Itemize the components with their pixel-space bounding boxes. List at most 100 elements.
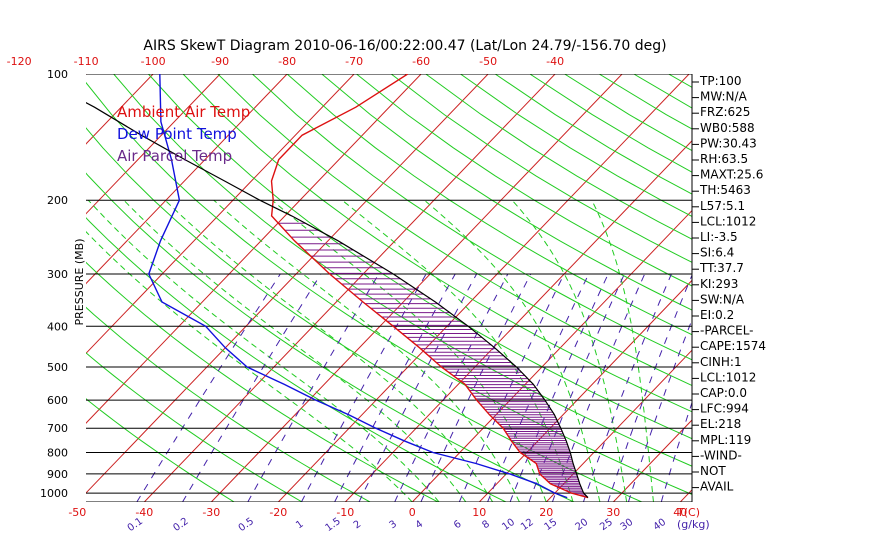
top-temp-tick-label: -90 xyxy=(211,55,229,68)
moist-adiabat-line xyxy=(87,199,440,502)
mixing-ratio-line xyxy=(607,273,692,502)
mixing-ratio-line xyxy=(582,273,672,502)
mixing-ratio-line xyxy=(420,273,532,502)
pressure-tick-label: 200 xyxy=(47,194,68,207)
index-value: -PARCEL- xyxy=(700,324,754,338)
pressure-tick-label: 400 xyxy=(47,320,68,333)
index-value: TP:100 xyxy=(699,74,742,88)
top-temp-tick-label: -80 xyxy=(278,55,296,68)
index-value: FRZ:625 xyxy=(700,105,750,119)
dry-adiabat-line xyxy=(86,217,507,502)
dry-adiabat-line xyxy=(113,74,692,467)
mixing-ratio-unit-label: (g/kg) xyxy=(677,518,710,531)
dry-adiabat-line xyxy=(807,74,870,502)
legend-entry: Air Parcel Temp xyxy=(117,147,232,165)
mixing-ratio-line xyxy=(300,273,427,502)
moist-adiabat-line xyxy=(164,199,494,502)
top-temp-tick-label: -50 xyxy=(479,55,497,68)
mixing-ratio-tick-label: 12 xyxy=(519,517,536,533)
mixing-ratio-tick-label: 15 xyxy=(543,517,560,533)
bottom-temp-tick-label: -10 xyxy=(336,506,354,519)
index-value: WB0:588 xyxy=(700,121,755,135)
dry-adiabat-line xyxy=(286,74,692,336)
top-temp-tick-label: -110 xyxy=(74,55,99,68)
mixing-ratio-line xyxy=(136,273,281,502)
dry-adiabat-line xyxy=(738,74,870,502)
mixing-ratio-tick-label: 40 xyxy=(651,517,668,533)
moist-adiabat-line xyxy=(86,230,413,502)
bottom-temp-tick-label: -50 xyxy=(68,506,86,519)
top-temp-tick-label: -70 xyxy=(345,55,363,68)
legend-entry: Ambient Air Temp xyxy=(117,103,250,121)
index-value: LI:-3.5 xyxy=(700,230,738,244)
pressure-tick-label: 700 xyxy=(47,422,68,435)
ambient-temp-line xyxy=(270,74,589,499)
dry-adiabat-line xyxy=(86,352,303,502)
isotherm-line xyxy=(411,209,692,502)
y-axis-label: PRESSURE (MB) xyxy=(73,239,86,326)
bottom-temp-tick-label: -30 xyxy=(202,506,220,519)
index-value: TT:37.7 xyxy=(699,261,744,275)
index-value: MW:N/A xyxy=(700,90,748,104)
mixing-ratio-line xyxy=(627,318,692,502)
mixing-ratio-tick-label: 3 xyxy=(388,519,400,532)
mixing-ratio-tick-label: 1 xyxy=(294,519,306,532)
index-value: LCL:1012 xyxy=(700,370,756,384)
index-value: NOT xyxy=(700,464,726,478)
dry-adiabat-line xyxy=(356,74,692,287)
index-value: -WIND- xyxy=(700,448,742,462)
index-value: RH:63.5 xyxy=(700,152,748,166)
dry-adiabat-line xyxy=(148,74,692,440)
dry-adiabat-line xyxy=(668,74,692,88)
top-temp-tick-label: -100 xyxy=(141,55,166,68)
mixing-ratio-tick-label: 6 xyxy=(452,519,464,532)
mixing-ratio-tick-label: 25 xyxy=(598,517,615,533)
index-value: TH:5463 xyxy=(699,183,751,197)
isotherm-line xyxy=(277,74,690,502)
dry-adiabat-line xyxy=(321,74,692,311)
index-value: AVAIL xyxy=(700,480,734,494)
isotherm-line xyxy=(86,74,422,424)
index-value: EI:0.2 xyxy=(700,308,734,322)
chart-title: AIRS SkewT Diagram 2010-06-16/00:22:00.4… xyxy=(143,38,666,54)
bottom-temp-tick-label: -40 xyxy=(135,506,153,519)
dewpoint-line xyxy=(148,74,568,499)
index-value: MAXT:25.6 xyxy=(700,168,763,182)
bottom-temp-tick-label: 40 xyxy=(673,506,687,519)
moist-adiabat-line xyxy=(591,199,654,502)
cape-hatch-area xyxy=(278,222,586,496)
mixing-ratio-line xyxy=(551,273,646,502)
dry-adiabat-line xyxy=(217,74,692,387)
dry-adiabat-line xyxy=(86,172,575,502)
index-value: LFC:994 xyxy=(700,402,749,416)
mixing-ratio-line xyxy=(247,273,380,502)
isotherm-line xyxy=(86,74,489,494)
isotherm-line xyxy=(143,74,556,502)
index-value: KI:293 xyxy=(700,277,738,291)
index-value: EL:218 xyxy=(700,417,741,431)
legend-entry: Dew Point Temp xyxy=(117,125,237,143)
dry-adiabat-line xyxy=(86,81,692,496)
dry-adiabat-line xyxy=(390,74,692,263)
isotherm-line xyxy=(210,74,623,502)
bottom-temp-tick-label: 30 xyxy=(606,506,620,519)
mixing-ratio-line xyxy=(528,273,625,502)
index-value: PW:30.43 xyxy=(700,136,757,150)
bottom-temp-unit-label: T(C) xyxy=(676,506,700,519)
grid-lines xyxy=(86,74,870,502)
index-value: LCL:1012 xyxy=(700,214,756,228)
moist-adiabat-line xyxy=(213,199,520,502)
dry-adiabat-line xyxy=(86,398,235,502)
legend: Ambient Air Temp Dew Point Temp Air Parcel… xyxy=(117,103,250,165)
mixing-ratio-tick-label: 20 xyxy=(574,517,591,533)
mixing-ratio-line xyxy=(660,400,692,502)
top-temp-tick-label: -60 xyxy=(412,55,430,68)
mixing-ratio-tick-label: 30 xyxy=(619,517,636,533)
pressure-tick-label: 1000 xyxy=(40,487,68,500)
moist-adiabat-line xyxy=(123,199,467,502)
dry-adiabat-line xyxy=(252,74,692,361)
top-temp-tick-label: -120 xyxy=(7,55,32,68)
mixing-ratio-line xyxy=(458,273,565,502)
